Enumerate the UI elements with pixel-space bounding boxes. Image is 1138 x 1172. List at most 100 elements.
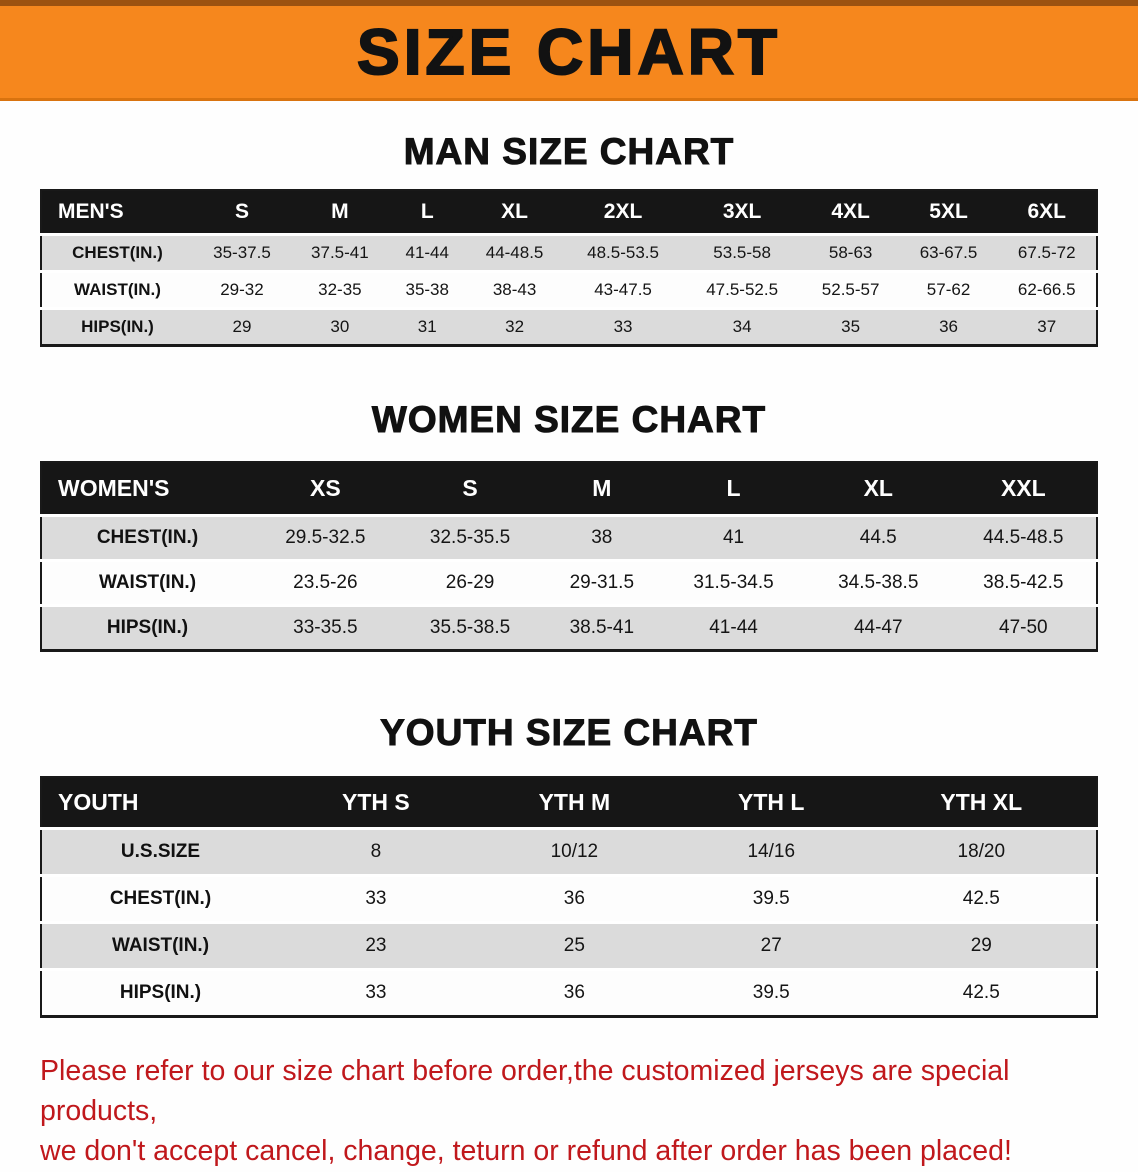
size-value-cell: 48.5-53.5	[563, 233, 683, 272]
youth-size-header-yth-m: YTH M	[472, 777, 676, 829]
youth-table-header-row: YOUTH YTH S YTH M YTH L YTH XL	[41, 777, 1097, 829]
women-table-header-row: WOMEN'S XS S M L XL XXL	[41, 462, 1097, 516]
size-value-cell: 39.5	[675, 874, 867, 923]
measurement-label: CHEST(IN.)	[41, 874, 279, 923]
women-section-heading: WOMEN SIZE CHART	[371, 399, 767, 441]
size-value-cell: 34.5-38.5	[805, 559, 951, 606]
men-table-header-row: MEN'S S M L XL 2XL 3XL 4XL 5XL 6XL	[41, 190, 1097, 235]
men-size-header-2xl: 2XL	[563, 190, 683, 235]
size-value-cell: 33-35.5	[253, 604, 398, 651]
measurement-label: CHEST(IN.)	[41, 233, 193, 272]
size-value-cell: 32-35	[290, 270, 389, 309]
size-value-cell: 67.5-72	[997, 233, 1097, 272]
size-value-cell: 32	[465, 307, 564, 346]
size-value-cell: 53.5-58	[682, 233, 802, 272]
youth-size-table: YOUTH YTH S YTH M YTH L YTH XL U.S.SIZE 8 10/12…	[40, 776, 1098, 1018]
size-value-cell: 32.5-35.5	[397, 514, 543, 561]
size-value-cell: 29.5-32.5	[253, 514, 398, 561]
footer-note: Please refer to our size chart before or…	[40, 1052, 1110, 1172]
measurement-label: HIPS(IN.)	[41, 968, 279, 1017]
women-size-section: WOMEN SIZE CHART WOMEN'S XS S M L XL XXL CHEST(…	[0, 399, 1138, 652]
youth-section-heading: YOUTH SIZE CHART	[380, 712, 758, 754]
men-size-header-l: L	[388, 190, 466, 235]
size-value-cell: 29-31.5	[542, 559, 662, 606]
size-value-cell: 18/20	[866, 827, 1097, 876]
measurement-label: HIPS(IN.)	[41, 604, 253, 651]
measurement-label: WAIST(IN.)	[41, 921, 279, 970]
measurement-label: CHEST(IN.)	[41, 514, 253, 561]
youth-row-waist-in: WAIST(IN.) 23 25 27 29	[41, 921, 1097, 970]
men-section-heading: MAN SIZE CHART	[403, 131, 735, 173]
size-value-cell: 34	[682, 307, 802, 346]
women-size-header-xs: XS	[253, 462, 398, 516]
size-value-cell: 38-43	[465, 270, 564, 309]
size-value-cell: 58-63	[801, 233, 900, 272]
size-value-cell: 23	[279, 921, 473, 970]
size-value-cell: 33	[279, 968, 473, 1017]
men-row-chest-in: CHEST(IN.) 35-37.5 37.5-41 41-44 44-48.5 48.5…	[41, 233, 1097, 272]
women-size-header-l: L	[661, 462, 806, 516]
size-value-cell: 23.5-26	[253, 559, 398, 606]
measurement-label: U.S.SIZE	[41, 827, 279, 876]
men-size-table: MEN'S S M L XL 2XL 3XL 4XL 5XL 6XL CHEST(IN.) 35-37…	[40, 189, 1098, 347]
men-size-header-4xl: 4XL	[801, 190, 900, 235]
size-value-cell: 35-38	[388, 270, 466, 309]
size-value-cell: 44-47	[805, 604, 951, 651]
size-value-cell: 41-44	[661, 604, 806, 651]
men-size-header-xl: XL	[465, 190, 564, 235]
measurement-label: WAIST(IN.)	[41, 270, 193, 309]
size-value-cell: 36	[472, 968, 676, 1017]
men-row-hips-in: HIPS(IN.) 29 30 31 32 33 34 35 36 37	[41, 307, 1097, 346]
women-row-chest-in: CHEST(IN.) 29.5-32.5 32.5-35.5 38 41 44.5 44.5…	[41, 514, 1097, 561]
size-value-cell: 41-44	[388, 233, 466, 272]
size-value-cell: 36	[899, 307, 998, 346]
men-size-header-s: S	[193, 190, 291, 235]
size-value-cell: 47-50	[950, 604, 1097, 651]
men-size-section: MAN SIZE CHART MEN'S S M L XL 2XL 3XL 4XL 5XL 6XL…	[0, 131, 1138, 347]
men-size-header-6xl: 6XL	[997, 190, 1097, 235]
size-value-cell: 63-67.5	[899, 233, 998, 272]
men-size-header-m: M	[290, 190, 389, 235]
size-value-cell: 33	[563, 307, 683, 346]
size-value-cell: 47.5-52.5	[682, 270, 802, 309]
youth-row-hips-in: HIPS(IN.) 33 36 39.5 42.5	[41, 968, 1097, 1017]
size-value-cell: 39.5	[675, 968, 867, 1017]
women-size-table: WOMEN'S XS S M L XL XXL CHEST(IN.) 29.5-32.5 32.5…	[40, 461, 1098, 652]
size-value-cell: 42.5	[866, 968, 1097, 1017]
size-value-cell: 38	[542, 514, 662, 561]
women-row-waist-in: WAIST(IN.) 23.5-26 26-29 29-31.5 31.5-34.5 34…	[41, 559, 1097, 606]
size-value-cell: 62-66.5	[997, 270, 1097, 309]
footer-note-line-2: we don't accept cancel, change, teturn o…	[40, 1134, 1012, 1167]
footer-note-line-1: Please refer to our size chart before or…	[40, 1055, 1010, 1127]
size-value-cell: 31.5-34.5	[661, 559, 806, 606]
size-value-cell: 38.5-41	[542, 604, 662, 651]
size-value-cell: 29	[866, 921, 1097, 970]
size-value-cell: 8	[279, 827, 473, 876]
size-value-cell: 35-37.5	[193, 233, 291, 272]
men-size-header-3xl: 3XL	[682, 190, 802, 235]
size-value-cell: 31	[388, 307, 466, 346]
size-value-cell: 30	[290, 307, 389, 346]
size-value-cell: 14/16	[675, 827, 867, 876]
men-table-title: MEN'S	[41, 190, 193, 235]
size-value-cell: 43-47.5	[563, 270, 683, 309]
size-value-cell: 41	[661, 514, 806, 561]
page-title: SIZE CHART	[356, 16, 781, 88]
youth-row-u-s-size: U.S.SIZE 8 10/12 14/16 18/20	[41, 827, 1097, 876]
size-value-cell: 33	[279, 874, 473, 923]
size-value-cell: 57-62	[899, 270, 998, 309]
measurement-label: WAIST(IN.)	[41, 559, 253, 606]
size-value-cell: 37	[997, 307, 1097, 346]
size-value-cell: 52.5-57	[801, 270, 900, 309]
women-row-hips-in: HIPS(IN.) 33-35.5 35.5-38.5 38.5-41 41-44 44-…	[41, 604, 1097, 651]
size-value-cell: 10/12	[472, 827, 676, 876]
size-value-cell: 38.5-42.5	[950, 559, 1097, 606]
size-value-cell: 29	[193, 307, 291, 346]
women-table-title: WOMEN'S	[41, 462, 253, 516]
size-value-cell: 44.5	[805, 514, 951, 561]
size-value-cell: 36	[472, 874, 676, 923]
size-value-cell: 35.5-38.5	[397, 604, 543, 651]
measurement-label: HIPS(IN.)	[41, 307, 193, 346]
women-size-header-xl: XL	[805, 462, 951, 516]
size-value-cell: 35	[801, 307, 900, 346]
